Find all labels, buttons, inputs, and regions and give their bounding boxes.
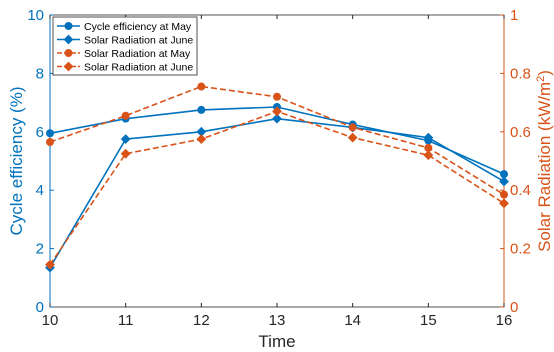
x-tick-label: 11 [118,312,134,329]
data-point [45,259,55,270]
x-axis-label: Time [258,332,295,351]
x-tick-label: 10 [42,312,59,329]
data-point [499,198,509,209]
left-tick-label: 10 [27,7,44,24]
left-tick-label: 6 [36,124,44,141]
left-axis: 0 2 4 6 8 10 [27,7,54,316]
legend-swatch-marker [63,61,74,72]
x-tick-label: 16 [496,312,513,329]
data-point [197,82,206,91]
data-point [120,148,131,159]
data-point [423,132,434,143]
data-point [197,105,206,114]
legend-swatch-marker [64,22,73,30]
data-point [273,92,281,101]
data-point [500,190,508,199]
right-axis-label-close: ) [535,70,554,76]
x-tick-label: 13 [269,312,286,329]
data-point [347,132,358,143]
data-point [272,113,282,124]
right-tick-label: 0 [510,299,518,316]
legend-label: Cycle efficiency at May [84,21,192,33]
legend-swatch-marker [64,49,73,57]
legend-swatch-marker [63,34,74,45]
data-point [196,134,207,145]
legend-item: Solar Radiation at June [57,35,193,47]
right-tick-label: 0.8 [510,65,531,82]
right-axis-label-main: Solar Radiation (kW/m [535,82,554,252]
left-tick-label: 8 [36,65,44,82]
series-2 [46,82,508,199]
left-tick-label: 4 [36,182,44,199]
left-axis-label: Cycle efficiency (%) [7,87,26,236]
data-point [272,106,282,117]
legend: Cycle efficiency at May Solar Radiation a… [52,16,198,76]
series-3 [45,106,509,270]
x-axis: 10 11 12 13 14 15 16 [42,15,513,329]
series-layer [45,82,509,273]
right-axis-label: Solar Radiation (kW/m2) [535,70,554,252]
right-tick-label: 0.2 [510,241,531,258]
data-point [46,129,54,138]
x-tick-label: 15 [420,312,437,329]
right-tick-label: 0.6 [510,124,531,141]
data-point [121,111,130,120]
right-tick-label: 0.4 [510,182,531,199]
right-axis-label-sup: 2 [535,76,547,82]
left-tick-label: 0 [36,299,44,316]
data-point [423,150,434,161]
left-tick-label: 2 [36,241,44,258]
legend-item: Solar Radiation at June [57,62,193,74]
data-point [120,134,131,145]
legend-item: Solar Radiation at May [57,48,191,60]
legend-label: Solar Radiation at June [84,62,193,74]
data-point [499,176,509,187]
legend-label: Solar Radiation at May [84,48,191,60]
legend-item: Cycle efficiency at May [57,21,192,33]
right-tick-label: 1 [510,7,518,24]
right-axis: 0 0.2 0.4 0.6 0.8 1 [500,7,531,316]
x-tick-label: 12 [193,312,210,329]
x-tick-label: 14 [344,312,361,329]
legend-label: Solar Radiation at June [84,35,193,47]
data-point [46,138,54,147]
data-point [348,123,357,132]
